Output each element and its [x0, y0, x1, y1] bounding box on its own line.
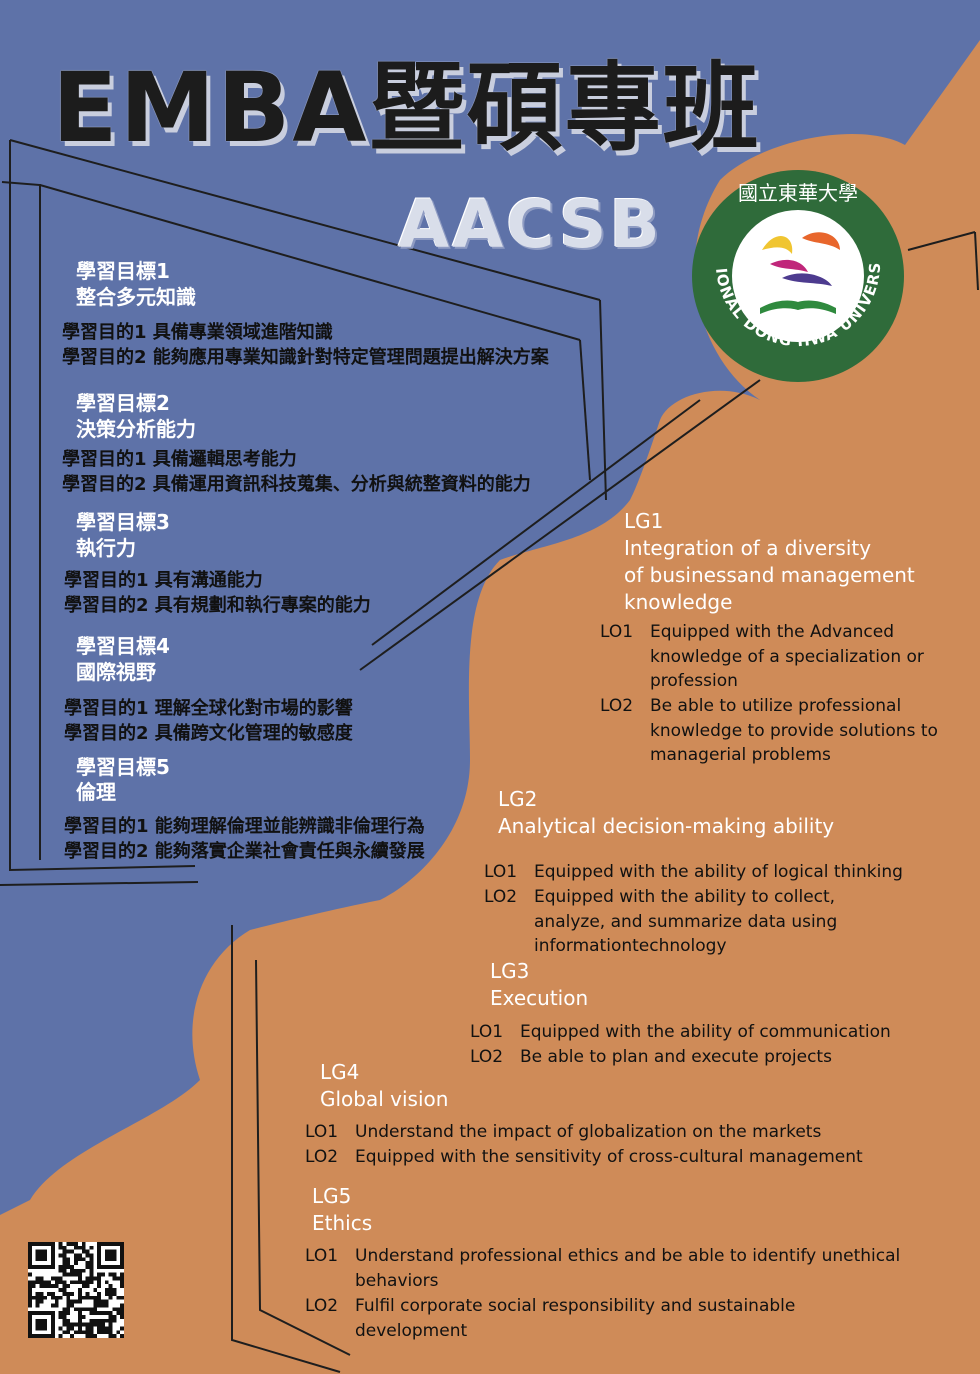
- lo-number: LO2: [470, 1047, 504, 1067]
- en-goal-name: Ethics: [312, 1211, 373, 1235]
- en-goal-name: Integration of a diversity: [624, 536, 872, 560]
- en-objective: LO1 Understand professional ethics and b…: [305, 1244, 905, 1293]
- en-goal-name: Analytical decision-making ability: [498, 814, 835, 838]
- en-objective: LO2 Be able to plan and execute projects: [470, 1045, 960, 1070]
- seal-chinese-text: 國立東華大學: [738, 181, 858, 205]
- en-goal-name: knowledge: [624, 590, 733, 614]
- en-objective: LO1 Equipped with the ability of communi…: [470, 1020, 960, 1045]
- orange-region: [0, 40, 980, 1374]
- en-objective: LO1 Understand the impact of globalizati…: [305, 1120, 955, 1145]
- en-goal-name: Execution: [490, 986, 589, 1010]
- lo-text: Equipped with the Advanced knowledge of …: [650, 622, 924, 691]
- zh-goal-name: 決策分析能力: [76, 417, 196, 441]
- zh-objective: 學習目的1 具有溝通能力: [64, 570, 263, 591]
- lo-text: Equipped with the sensitivity of cross-c…: [355, 1147, 863, 1167]
- zh-goal-title: 學習目標4: [76, 634, 170, 658]
- zh-goal-title: 學習目標2: [76, 391, 170, 415]
- zh-goal-name: 執行力: [76, 536, 136, 560]
- zh-objective: 學習目的2 具備跨文化管理的敏感度: [64, 723, 353, 744]
- lo-number: LO1: [470, 1022, 504, 1042]
- zh-objective: 學習目的2 具有規劃和執行專案的能力: [64, 595, 371, 616]
- zh-objective: 學習目的1 理解全球化對市場的影響: [64, 698, 353, 719]
- zh-objective: 學習目的1 具備邏輯思考能力: [62, 449, 297, 470]
- zh-objective: 學習目的2 能夠應用專業知識針對特定管理問題提出解決方案: [62, 347, 549, 368]
- zh-goal-name: 國際視野: [76, 660, 156, 684]
- en-goal-code: LG2: [498, 787, 538, 811]
- lo-text: Fulfil corporate social responsibility a…: [355, 1296, 796, 1341]
- en-objective: LO2 Equipped with the ability to collect…: [484, 885, 864, 959]
- lo-text: Understand the impact of globalization o…: [355, 1122, 822, 1142]
- zh-goal-title: 學習目標5: [76, 755, 170, 779]
- zh-objective: 學習目的1 能夠理解倫理並能辨識非倫理行為: [64, 816, 425, 837]
- zh-goal-title: 學習目標1: [76, 259, 170, 283]
- lo-number: LO2: [305, 1147, 339, 1167]
- lo-number: LO2: [484, 887, 518, 907]
- en-goal-code: LG5: [312, 1184, 352, 1208]
- en-objective: LO2 Be able to utilize professional know…: [600, 694, 960, 768]
- zh-objective: 學習目的1 具備專業領域進階知識: [62, 322, 333, 343]
- lo-number: LO1: [600, 622, 634, 642]
- en-goal-code: LG4: [320, 1060, 360, 1084]
- zh-goal-name: 倫理: [76, 780, 116, 804]
- zh-objective: 學習目的2 能夠落實企業社會責任與永續發展: [64, 841, 425, 862]
- zh-goal-name: 整合多元知識: [76, 285, 196, 309]
- lo-text: Be able to utilize professional knowledg…: [650, 696, 938, 765]
- page-title: EMBA暨碩專班: [52, 52, 761, 164]
- zh-goal-title: 學習目標3: [76, 510, 170, 534]
- lo-number: LO1: [305, 1246, 339, 1266]
- aacsb-subtitle: AACSB: [398, 186, 663, 263]
- university-seal-logo: NATIONAL DONG HWA UNIVERSITY 國立東華大學: [690, 168, 904, 382]
- lo-number: LO1: [305, 1122, 339, 1142]
- zh-objective: 學習目的2 具備運用資訊科技蒐集、分析與統整資料的能力: [62, 474, 531, 495]
- qr-code[interactable]: [28, 1242, 124, 1338]
- en-objective: LO1 Equipped with the Advanced knowledge…: [600, 620, 960, 694]
- en-objective: LO2 Equipped with the sensitivity of cro…: [305, 1145, 955, 1170]
- lo-text: Equipped with the ability of logical thi…: [534, 862, 903, 882]
- en-goal-code: LG3: [490, 959, 530, 983]
- en-goal-code: LG1: [624, 509, 664, 533]
- lo-number: LO2: [600, 696, 634, 716]
- en-objective: LO2 Fulfil corporate social responsibili…: [305, 1294, 865, 1343]
- en-objective: LO1 Equipped with the ability of logical…: [484, 860, 964, 885]
- en-goal-name: of businessand management: [624, 563, 915, 587]
- lo-number: LO1: [484, 862, 518, 882]
- lo-text: Equipped with the ability to collect, an…: [534, 887, 838, 956]
- lo-number: LO2: [305, 1296, 339, 1316]
- lo-text: Understand professional ethics and be ab…: [355, 1246, 901, 1291]
- lo-text: Be able to plan and execute projects: [520, 1047, 832, 1067]
- en-goal-name: Global vision: [320, 1087, 449, 1111]
- lo-text: Equipped with the ability of communicati…: [520, 1022, 891, 1042]
